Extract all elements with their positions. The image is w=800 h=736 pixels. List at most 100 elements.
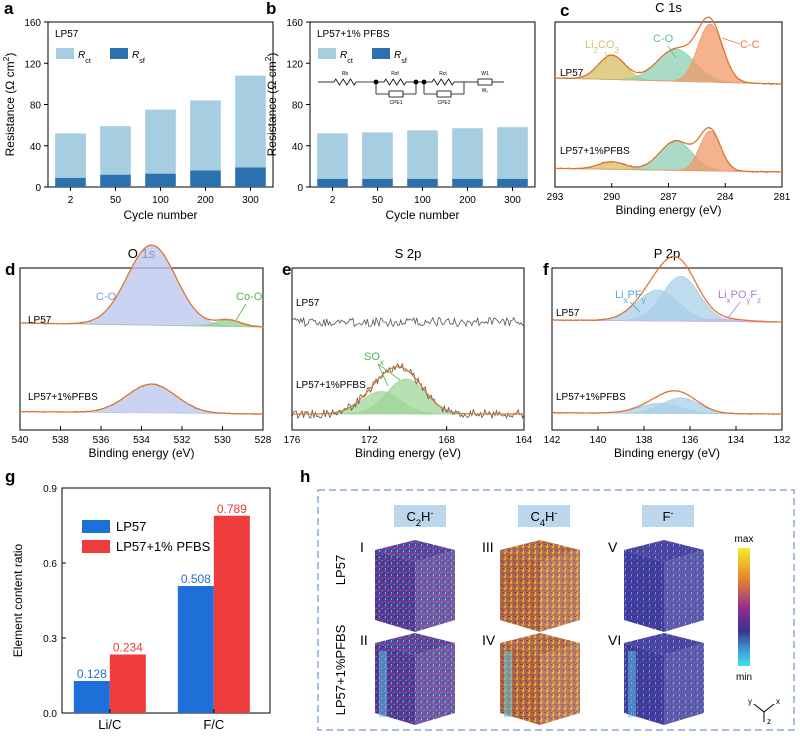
y-tick-label-g: 0.3 (43, 634, 57, 645)
fitted-envelope-d (20, 244, 264, 328)
annotation-c-c: C-C (740, 39, 760, 51)
panel-label-f: f (543, 260, 549, 279)
data-label: 0.234 (113, 641, 143, 655)
bar-rct-b (452, 128, 483, 179)
plot-frame-f (551, 267, 783, 431)
colorbar-min-label: min (736, 672, 752, 683)
annotation-c-o: C-O (653, 33, 674, 45)
legend-label-rct-b-part: R (340, 50, 347, 61)
annotation-arrow (629, 301, 641, 313)
fitted-envelope-c (555, 126, 782, 173)
panel-title-f: P 2p (654, 246, 681, 261)
x-tick-label-c: 287 (660, 192, 677, 203)
x-tick-label-d: 538 (52, 435, 69, 446)
bar-rct-a (100, 126, 131, 175)
row-label: LP57+1%PFBS (333, 624, 348, 715)
annotation-arrow (235, 303, 247, 321)
cube-highlight-stripe (504, 651, 512, 717)
tof-sims-cube (624, 633, 704, 725)
annotation-li2co3-part: 3 (614, 46, 619, 55)
y-tick-label-a: 80 (30, 101, 42, 112)
circuit-label: Rsf (391, 71, 399, 77)
trace-label-c: LP57+1%PFBS (560, 146, 630, 157)
resistor-symbol (383, 78, 407, 86)
x-tick-label-g: F/C (203, 717, 224, 732)
column-header-part: - (430, 508, 433, 518)
annotation-sox-part: SO (364, 351, 380, 363)
x-tick-label-e: 176 (284, 435, 301, 446)
y-tick-label-b: 160 (286, 18, 303, 29)
legend-swatch-g (82, 540, 110, 553)
annotation-arrow (377, 363, 401, 381)
annotation-lixpfy-part: x (624, 296, 628, 305)
cube-label: IV (482, 632, 496, 648)
panel-label-a: a (4, 0, 14, 18)
cube-top-face (375, 633, 455, 655)
trace-label-c: LP57 (560, 68, 584, 79)
annotation-lixpfy-part: Li (615, 289, 624, 301)
x-tick-label-g: Li/C (98, 717, 121, 732)
cube-highlight-stripe (628, 651, 636, 717)
circuit-label: W1 (481, 71, 489, 77)
x-tick-label-f: 136 (682, 435, 699, 446)
y-axis-label-b-part: 2 (263, 56, 273, 61)
cube-right-face (664, 550, 704, 632)
y-axis-label-a-part: 2 (1, 56, 11, 61)
panel-title-b: LP57+1% PFBS (317, 29, 390, 40)
legend-label-g: LP57 (116, 519, 146, 534)
x-tick-label-f: 140 (590, 435, 607, 446)
legend-label-g: LP57+1% PFBS (116, 539, 211, 554)
legend-label-rsf-a: Rsf (132, 50, 145, 65)
raw-spectrum-e (291, 316, 525, 328)
trace-label-d: LP57 (28, 315, 52, 326)
y-tick-label-a: 0 (35, 183, 41, 194)
x-tick-label-d: 540 (12, 435, 29, 446)
y-tick-label-a: 120 (24, 59, 41, 70)
x-tick-label-d: 530 (214, 435, 231, 446)
trace-label-e: LP57 (296, 298, 320, 309)
column-header-part: F (662, 509, 670, 524)
y-axis-label-g: Element content ratio (11, 543, 25, 657)
axis-triad-label: x (776, 697, 780, 706)
panel-title-c: C 1s (655, 0, 682, 15)
bar-rct-b (497, 127, 528, 179)
annotation-lixpoyfz-part: y (746, 296, 750, 305)
x-tick-label-b: 50 (372, 195, 384, 206)
fitted-envelope-f (552, 255, 783, 323)
cube-highlight-stripe (379, 651, 387, 717)
circuit-label: W₀ (482, 88, 489, 94)
axis-triad-label: y (748, 697, 752, 706)
annotation-arrow (667, 45, 677, 59)
x-axis-label-c: Binding energy (eV) (615, 203, 721, 217)
x-tick-label-c: 281 (774, 192, 791, 203)
cube-label: V (608, 539, 618, 555)
axis-triad-line (763, 703, 775, 713)
legend-swatch-g (82, 520, 110, 533)
bar-rct-a (55, 133, 86, 178)
annotation-lixpoyfz-part: PO (731, 289, 747, 301)
cube-top-face (624, 540, 704, 562)
plot-frame-e (291, 267, 525, 431)
x-tick-label-a: 300 (242, 195, 259, 206)
tof-sims-cube (375, 633, 455, 725)
cube-label: I (360, 539, 364, 555)
legend-swatch-rsf-b (372, 48, 390, 59)
circuit-label: CPE2 (437, 100, 450, 106)
bar-rsf-b (362, 178, 393, 187)
legend-swatch-rct-b (318, 48, 336, 59)
legend-label-rsf-b-part: R (394, 50, 401, 61)
circuit-label: Rb (342, 71, 349, 77)
y-axis-label-a: Resistance (Ω cm2) (1, 53, 17, 157)
annotation-lixpoyfz: LixPOyFz (718, 289, 761, 305)
y-tick-label-a: 40 (30, 142, 42, 153)
x-tick-label-a: 50 (110, 195, 122, 206)
column-header-box (642, 505, 694, 527)
column-header-box (518, 505, 570, 527)
x-tick-label-c: 284 (717, 192, 734, 203)
trace-label-d: LP57+1%PFBS (28, 392, 98, 403)
bar-rct-b (362, 132, 393, 179)
annotation-co-o: Co-O (236, 291, 263, 303)
x-tick-label-d: 532 (174, 435, 191, 446)
bar-rct-b (317, 133, 348, 179)
